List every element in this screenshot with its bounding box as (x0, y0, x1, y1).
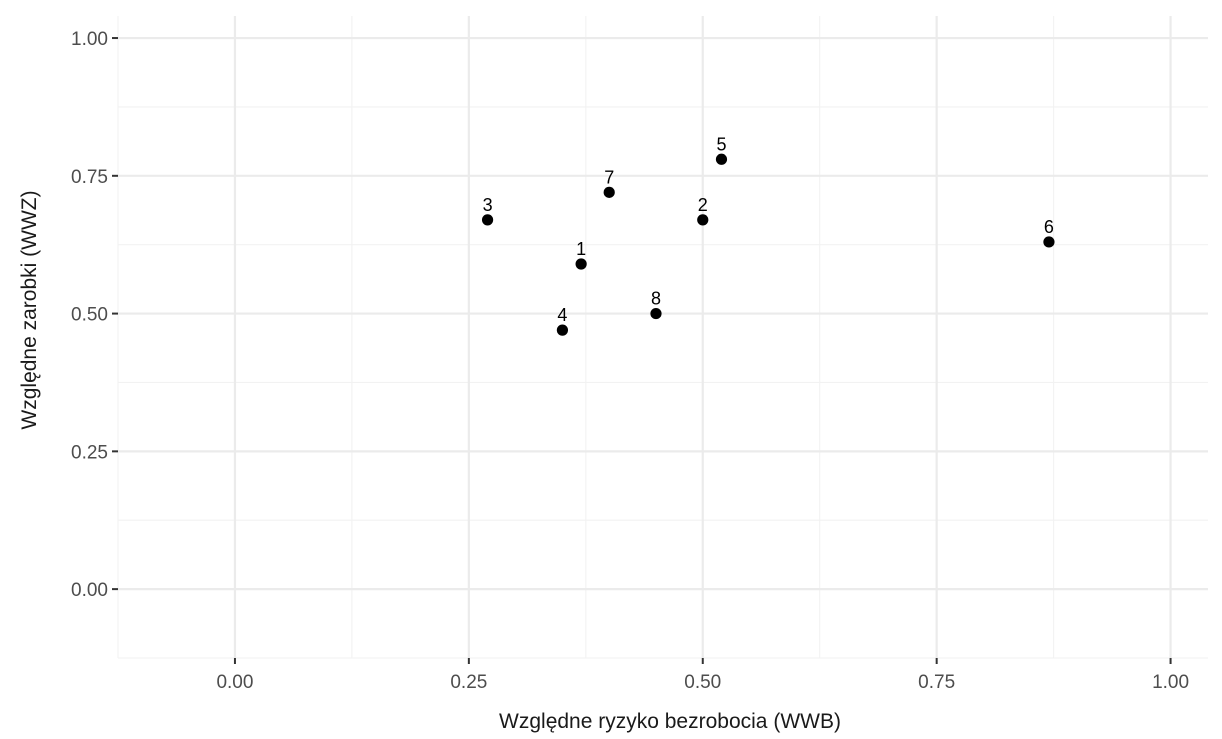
data-point-4 (556, 324, 569, 336)
data-point-2 (697, 214, 709, 226)
data-point-8 (650, 307, 662, 320)
data-point-label-1: 1 (576, 239, 586, 259)
data-point-6 (1043, 236, 1055, 248)
data-point-7 (603, 186, 615, 198)
y-axis-ticks: 0.00 0.25 0.50 0.75 1.00 (71, 29, 118, 601)
x-tick-label-1: 0.25 (450, 672, 487, 693)
data-points (481, 153, 1055, 336)
x-axis-ticks: 0.00 0.25 0.50 0.75 1.00 (216, 658, 1189, 693)
data-point-5 (715, 153, 728, 165)
y-axis-title: Względne zarobki (WWZ) (18, 190, 41, 429)
x-tick-label-2: 0.50 (684, 672, 721, 693)
data-point-label-7: 7 (604, 167, 614, 187)
data-point-label-4: 4 (557, 305, 567, 325)
x-tick-label-3: 0.75 (918, 672, 955, 693)
data-point-label-6: 6 (1044, 217, 1054, 237)
y-tick-label-4: 1.00 (71, 29, 108, 50)
data-point-label-8: 8 (651, 289, 661, 309)
major-grid (118, 16, 1208, 658)
minor-grid (117, 16, 1208, 659)
y-tick-label-1: 0.25 (71, 442, 108, 463)
y-tick-label-3: 0.75 (71, 167, 108, 188)
y-tick-label-0: 0.00 (71, 580, 108, 601)
x-tick-label-0: 0.00 (216, 672, 253, 693)
data-point-label-3: 3 (483, 195, 493, 215)
data-point-1 (575, 258, 587, 270)
y-tick-label-2: 0.50 (71, 305, 108, 326)
x-tick-label-4: 1.00 (1152, 672, 1189, 693)
x-axis-title: Względne ryzyko bezrobocia (WWB) (499, 710, 841, 733)
data-point-3 (481, 214, 494, 226)
data-point-labels: 1 2 3 4 5 6 7 8 (483, 134, 1054, 325)
data-point-label-5: 5 (716, 134, 726, 154)
data-point-label-2: 2 (698, 195, 708, 215)
